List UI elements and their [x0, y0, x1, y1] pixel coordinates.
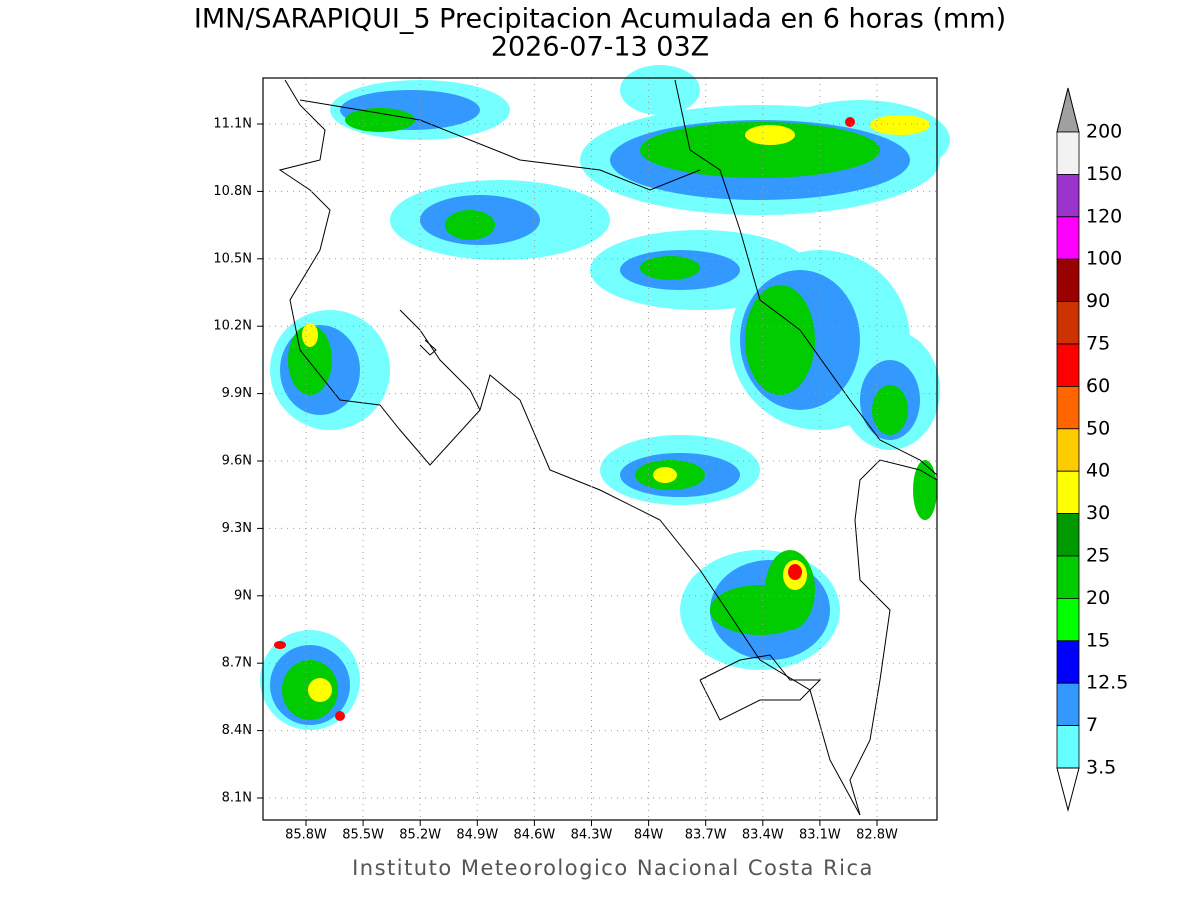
colorbar-above: [1056, 87, 1080, 133]
lat-label: 9N: [234, 588, 252, 603]
lat-label: 8.4N: [222, 723, 252, 738]
lon-label: 84W: [634, 828, 664, 843]
subtitle: 2026-07-13 03Z: [491, 32, 709, 63]
colorbar-segment: [1056, 301, 1080, 345]
colorbar-label: 50: [1086, 417, 1110, 439]
colorbar-label: 75: [1086, 333, 1110, 355]
colorbar-segment: [1056, 428, 1080, 472]
lon-label: 83.7W: [685, 828, 727, 843]
colorbar-label: 100: [1086, 248, 1122, 270]
lat-label: 9.9N: [222, 386, 252, 401]
colorbar-below: [1056, 767, 1080, 812]
map-frame: [262, 77, 938, 821]
colorbar-segment: [1056, 470, 1080, 515]
lon-label: 85.2W: [399, 828, 441, 843]
lat-label: 10.8N: [213, 184, 252, 199]
colorbar-label: 120: [1086, 205, 1122, 227]
colorbar-segment: [1056, 343, 1080, 387]
colorbar-label: 150: [1086, 163, 1122, 185]
lon-label: 85.8W: [285, 828, 327, 843]
colorbar-label: 30: [1086, 502, 1110, 524]
footer: Instituto Meteorologico Nacional Costa R…: [352, 856, 874, 880]
lon-label: 84.9W: [456, 828, 498, 843]
colorbar-segment: [1056, 682, 1080, 727]
lat-label: 9.6N: [222, 454, 252, 469]
colorbar-label: 200: [1086, 121, 1122, 143]
lat-label: 10.5N: [213, 251, 252, 266]
colorbar-label: 60: [1086, 375, 1110, 397]
colorbar-segment: [1056, 555, 1080, 599]
colorbar-label: 40: [1086, 460, 1110, 482]
colorbar-segment: [1056, 131, 1080, 175]
lon-label: 83.4W: [742, 828, 784, 843]
title: IMN/SARAPIQUI_5 Precipitacion Acumulada …: [194, 4, 1006, 35]
colorbar-label: 25: [1086, 545, 1110, 567]
colorbar-segment: [1056, 216, 1080, 260]
colorbar-label: 7: [1086, 714, 1098, 736]
lon-label: 83.1W: [799, 828, 841, 843]
colorbar-segment: [1056, 173, 1080, 218]
coastline: [278, 79, 938, 816]
colorbar-segment: [1056, 725, 1080, 769]
lon-label: 84.6W: [513, 828, 555, 843]
lon-label: 84.3W: [571, 828, 613, 843]
colorbar-segment: [1056, 513, 1080, 557]
colorbar-label: 20: [1086, 587, 1110, 609]
lat-label: 8.7N: [222, 656, 252, 671]
colorbar: 200 150 120 100 90 75 60 50 40 30 25 20 15 12.5 7 3.5: [1056, 87, 1128, 812]
colorbar-segment: [1056, 598, 1080, 642]
graticule: 11.1N 10.8N 10.5N 10.2N 9.9N 9.6N 9.3N 9N 8.7N 8.…: [213, 78, 937, 843]
lat-label: 11.1N: [213, 117, 252, 132]
colorbar-segment: [1056, 258, 1080, 303]
colorbar-segment: [1056, 640, 1080, 684]
colorbar-segment: [1056, 385, 1080, 430]
lat-label: 9.3N: [222, 521, 252, 536]
lon-label: 85.5W: [342, 828, 384, 843]
colorbar-label: 3.5: [1086, 757, 1116, 779]
lat-label: 10.2N: [213, 319, 252, 334]
colorbar-label: 15: [1086, 629, 1110, 651]
lon-label: 82.8W: [856, 828, 898, 843]
colorbar-label: 90: [1086, 290, 1110, 312]
lat-label: 8.1N: [222, 791, 252, 806]
colorbar-label: 12.5: [1086, 672, 1128, 694]
